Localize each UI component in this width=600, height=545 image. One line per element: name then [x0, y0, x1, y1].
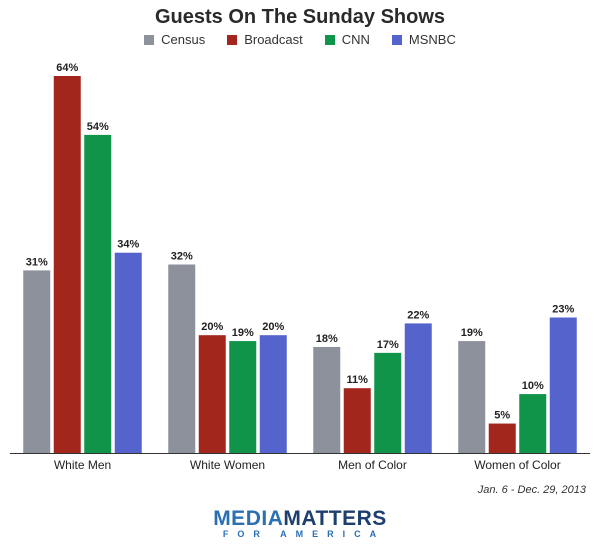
data-label-women-of-color-broadcast: 5%: [494, 410, 510, 422]
media-matters-logo: MEDIAMATTERS FOR AMERICA: [0, 508, 600, 540]
legend-item-cnn: CNN: [324, 32, 370, 47]
legend-label-census: Census: [161, 32, 206, 47]
bar-white-women-census: [168, 264, 196, 453]
legend-swatch-census: [144, 34, 155, 45]
x-tick-label-men-of-color: Men of Color: [338, 458, 407, 472]
legend-item-broadcast: Broadcast: [227, 32, 303, 47]
data-label-white-men-msnbc: 34%: [117, 239, 139, 251]
bar-men-of-color-msnbc: [404, 323, 432, 453]
logo-media: MEDIA: [213, 507, 284, 530]
bar-white-women-cnn: [229, 341, 257, 453]
bar-white-women-broadcast: [198, 335, 226, 453]
data-label-white-women-msnbc: 20%: [262, 321, 284, 333]
bar-men-of-color-broadcast: [343, 388, 371, 453]
legend-item-msnbc: MSNBC: [391, 32, 456, 47]
data-label-men-of-color-msnbc: 22%: [407, 309, 429, 321]
data-label-women-of-color-msnbc: 23%: [552, 304, 574, 316]
logo-matters: MATTERS: [283, 507, 387, 530]
bar-white-men-broadcast: [53, 76, 81, 453]
data-label-men-of-color-census: 18%: [316, 333, 338, 345]
chart-title: Guests On The Sunday Shows: [154, 6, 446, 28]
x-tick-label-white-men: White Men: [54, 458, 111, 472]
bar-women-of-color-broadcast: [488, 423, 516, 453]
bar-women-of-color-census: [458, 341, 486, 453]
data-label-white-women-broadcast: 20%: [201, 321, 223, 333]
bar-white-men-msnbc: [114, 252, 142, 453]
date-range: Jan. 6 - Dec. 29, 2013: [477, 484, 586, 496]
data-label-white-women-census: 32%: [171, 251, 193, 263]
legend-label-broadcast: Broadcast: [244, 32, 303, 47]
legend-label-msnbc: MSNBC: [408, 32, 456, 47]
bar-men-of-color-census: [313, 346, 341, 453]
legend-swatch-msnbc: [391, 34, 402, 45]
data-label-white-men-census: 31%: [26, 256, 48, 268]
data-label-white-men-cnn: 54%: [87, 121, 109, 133]
data-label-women-of-color-census: 19%: [461, 327, 483, 339]
bar-women-of-color-cnn: [519, 394, 547, 453]
bar-men-of-color-cnn: [374, 352, 402, 453]
legend-label-cnn: CNN: [341, 32, 370, 47]
bar-white-men-census: [23, 270, 51, 453]
legend-item-census: Census: [144, 32, 205, 47]
data-label-white-men-broadcast: 64%: [56, 62, 78, 74]
data-label-white-women-cnn: 19%: [232, 327, 254, 339]
x-tick-label-women-of-color: Women of Color: [474, 458, 560, 472]
logo-subtitle: FOR AMERICA: [222, 529, 386, 539]
legend-swatch-cnn: [324, 34, 335, 45]
x-tick-label-white-women: White Women: [190, 458, 265, 472]
legend: Census Broadcast CNN MSNBC: [0, 32, 600, 47]
data-label-men-of-color-broadcast: 11%: [347, 374, 369, 386]
bar-women-of-color-msnbc: [549, 317, 577, 453]
data-label-women-of-color-cnn: 10%: [522, 380, 544, 392]
legend-swatch-broadcast: [227, 34, 238, 45]
bar-white-men-cnn: [84, 134, 112, 453]
bar-white-women-msnbc: [259, 335, 287, 453]
data-label-men-of-color-cnn: 17%: [377, 339, 399, 351]
logo-wordmark: MEDIAMATTERS: [0, 508, 600, 529]
